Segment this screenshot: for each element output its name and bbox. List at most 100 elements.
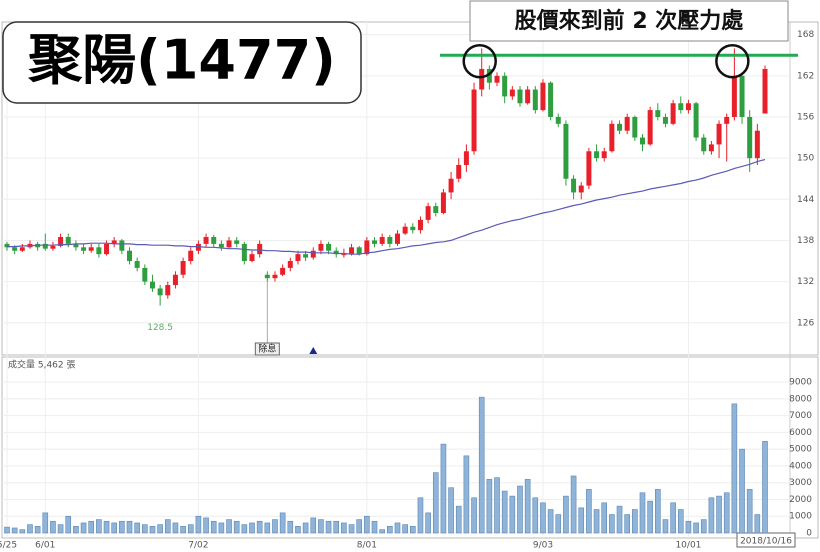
volume-bar <box>440 443 447 534</box>
y-tick-label: 1000 <box>789 512 812 522</box>
volume-bar <box>731 403 738 534</box>
y-tick-label: 156 <box>797 112 814 122</box>
candle-body <box>249 254 255 262</box>
candle-body <box>402 226 408 234</box>
volume-bar <box>555 514 562 534</box>
candle-body <box>601 151 607 159</box>
volume-bar <box>134 522 140 534</box>
x-tick-label: 2018/10/16 <box>740 537 792 547</box>
candle-body <box>517 89 523 104</box>
candle-body <box>417 219 423 231</box>
candle-body <box>42 243 48 249</box>
volume-bar <box>716 495 722 534</box>
volume-bar <box>172 522 179 534</box>
volume-bar <box>593 509 600 534</box>
volume-bar <box>126 520 133 534</box>
candle-body <box>632 116 638 138</box>
chart-title: 聚陽(1477) <box>27 29 336 92</box>
volume-bar <box>19 529 26 534</box>
candle-body <box>685 103 691 111</box>
candle-body <box>372 240 378 244</box>
volume-bar <box>616 505 623 534</box>
y-tick-label: 6000 <box>789 428 812 438</box>
low-label: 128.5 <box>147 323 173 333</box>
volume-bar <box>601 502 608 534</box>
volume-bar <box>142 524 148 534</box>
volume-bar <box>570 475 577 534</box>
volume-bar <box>394 522 401 534</box>
candle-body <box>134 261 140 268</box>
candle-body <box>448 178 454 193</box>
annotation-box <box>469 0 789 42</box>
volume-bar <box>455 505 462 534</box>
candle-body <box>410 226 416 231</box>
candle-body <box>303 254 309 258</box>
volume-bar <box>50 520 56 534</box>
volume-bar <box>379 529 385 534</box>
candle-body <box>456 164 462 179</box>
volume-bar <box>547 509 554 534</box>
y-tick-label: 9000 <box>789 378 812 388</box>
volume-bar <box>632 509 638 534</box>
candle-body <box>165 285 171 296</box>
y-tick-label: 2000 <box>789 495 812 505</box>
candle-body <box>318 243 324 251</box>
x-tick-label: 8/01 <box>357 541 377 551</box>
volume-bar <box>364 515 370 534</box>
candle-body <box>234 240 240 244</box>
x-tick-label: 9/03 <box>533 541 553 551</box>
candle-body <box>486 68 492 83</box>
candle-body <box>655 110 661 117</box>
y-tick-label: 126 <box>797 318 814 328</box>
y-tick-label: 0 <box>806 529 812 539</box>
candle-body <box>747 116 753 159</box>
annotation: 股價來到前 2 次壓力處 <box>515 8 744 34</box>
volume-bar <box>762 441 768 534</box>
volume-bar <box>210 520 217 534</box>
candle-body <box>111 240 117 244</box>
volume-bar <box>325 520 332 534</box>
y-tick-label: 168 <box>797 30 814 40</box>
candle-body <box>624 116 630 131</box>
candle-body <box>218 243 224 248</box>
y-tick-label: 4000 <box>789 461 812 471</box>
volume-bar <box>226 519 232 534</box>
volume-bar <box>42 512 49 534</box>
volume-bar <box>241 524 248 534</box>
volume-bar <box>218 522 225 534</box>
highlight-circle <box>715 43 750 79</box>
volume-bar <box>203 517 209 534</box>
y-tick-label: 144 <box>797 195 814 205</box>
price-panel <box>1 21 819 356</box>
volume-title: 成交量 5,462 張 <box>8 359 76 371</box>
candle-body <box>762 68 768 114</box>
candle-body <box>280 267 286 275</box>
volume-bar <box>509 495 516 534</box>
candle-body <box>58 237 64 246</box>
volume-bar <box>494 477 500 534</box>
candle-body <box>609 123 615 152</box>
volume-bar <box>478 396 485 534</box>
volume-bar <box>249 522 255 534</box>
candle-body <box>578 185 584 193</box>
candle-body <box>226 240 232 248</box>
volume-bar <box>57 524 64 534</box>
volume-bar <box>448 487 454 534</box>
candle-body <box>639 137 645 145</box>
candle-body <box>525 89 531 104</box>
volume-bar <box>670 502 676 534</box>
candle-body <box>341 254 347 256</box>
candle-body <box>379 237 385 244</box>
volume-bar <box>233 520 240 534</box>
volume-bar <box>471 497 477 534</box>
volume-bar <box>624 514 630 534</box>
x-tick-label: 7/02 <box>188 541 208 551</box>
candle-body <box>257 243 263 255</box>
candle-body <box>678 103 684 111</box>
candle-body <box>548 82 554 117</box>
y-tick-label: 138 <box>797 236 814 246</box>
volume-bar <box>27 524 33 534</box>
candle-body <box>425 206 431 220</box>
candle-body <box>4 243 10 248</box>
